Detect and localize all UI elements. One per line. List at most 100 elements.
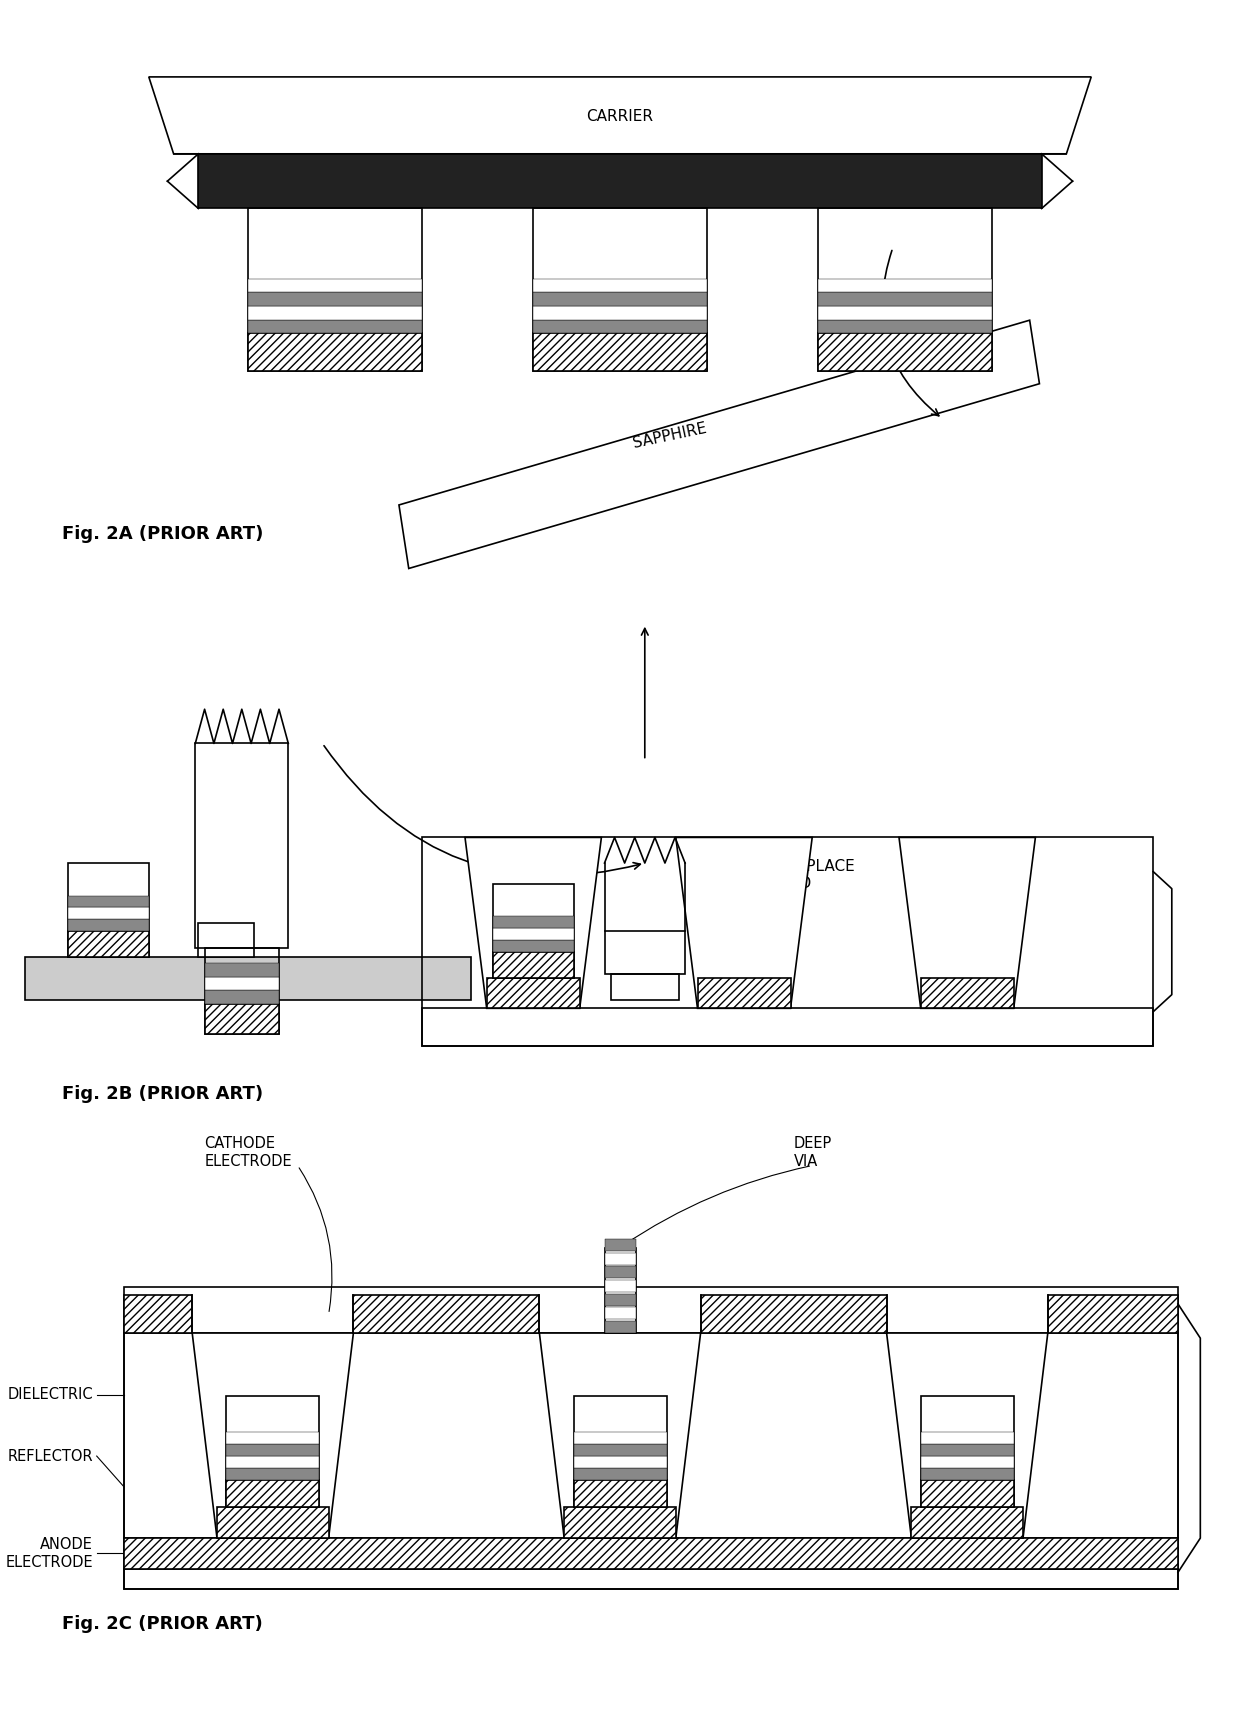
Bar xyxy=(248,333,422,371)
Bar xyxy=(533,292,707,306)
Bar xyxy=(198,154,1042,208)
Bar xyxy=(226,1432,320,1444)
Bar xyxy=(248,292,422,306)
Bar xyxy=(226,1396,320,1507)
Bar xyxy=(605,1266,635,1278)
Bar xyxy=(605,1321,635,1333)
Bar xyxy=(605,1239,635,1251)
Bar xyxy=(196,743,288,948)
Bar xyxy=(226,1480,320,1507)
Bar xyxy=(226,1456,320,1468)
Polygon shape xyxy=(149,77,1091,154)
Bar xyxy=(818,333,992,371)
Text: ADHESIVE: ADHESIVE xyxy=(582,174,658,188)
Polygon shape xyxy=(887,1333,1048,1538)
Text: CATHODE
ELECTRODE: CATHODE ELECTRODE xyxy=(205,1136,293,1169)
Text: DEEP
VIA: DEEP VIA xyxy=(794,1136,832,1169)
Bar xyxy=(533,279,707,292)
Bar xyxy=(74,923,130,957)
Bar xyxy=(205,990,279,1003)
Polygon shape xyxy=(465,837,601,1008)
Polygon shape xyxy=(676,837,812,1008)
Text: Fig. 2A (PRIOR ART): Fig. 2A (PRIOR ART) xyxy=(62,525,263,543)
Bar xyxy=(248,208,422,371)
Bar xyxy=(248,306,422,320)
Bar xyxy=(920,978,1014,1008)
Bar xyxy=(68,863,149,957)
Text: REFLECTOR: REFLECTOR xyxy=(7,1449,93,1463)
Bar xyxy=(573,1396,667,1507)
Bar xyxy=(198,923,254,957)
Bar xyxy=(124,1287,1178,1589)
Text: SAPPHIRE: SAPPHIRE xyxy=(631,420,708,451)
Bar xyxy=(533,306,707,320)
Bar xyxy=(818,292,992,306)
Bar xyxy=(205,976,279,990)
Bar xyxy=(205,962,279,976)
Bar xyxy=(564,1507,676,1538)
Bar xyxy=(605,1307,635,1319)
Polygon shape xyxy=(539,1333,701,1538)
Bar xyxy=(68,896,149,907)
Bar xyxy=(911,1507,1023,1538)
Bar xyxy=(611,974,680,1000)
Polygon shape xyxy=(399,320,1039,569)
Text: ANODE
ELECTRODE: ANODE ELECTRODE xyxy=(5,1538,93,1569)
Bar xyxy=(124,1569,1178,1589)
Bar xyxy=(353,1295,539,1333)
Text: Fig. 2B (PRIOR ART): Fig. 2B (PRIOR ART) xyxy=(62,1085,263,1104)
Bar xyxy=(920,1468,1014,1480)
Bar xyxy=(573,1432,667,1444)
Bar xyxy=(248,279,422,292)
Bar xyxy=(68,931,149,957)
Bar xyxy=(920,1456,1014,1468)
Bar xyxy=(486,978,580,1008)
Bar xyxy=(492,952,573,978)
Bar xyxy=(1048,1295,1178,1333)
Bar xyxy=(205,1003,279,1034)
Bar xyxy=(492,940,573,952)
Bar xyxy=(920,1432,1014,1444)
Bar xyxy=(573,1480,667,1507)
Bar xyxy=(818,320,992,333)
Bar xyxy=(124,1538,1178,1569)
Polygon shape xyxy=(899,837,1035,1008)
Bar xyxy=(226,1468,320,1480)
Bar xyxy=(818,306,992,320)
Polygon shape xyxy=(25,957,471,1000)
Bar xyxy=(533,333,707,371)
Text: CARRIER: CARRIER xyxy=(587,109,653,123)
Bar xyxy=(701,1295,887,1333)
Bar xyxy=(492,884,573,978)
Text: PICK-PLACE
HEAD: PICK-PLACE HEAD xyxy=(769,860,856,890)
Text: DIELECTRIC: DIELECTRIC xyxy=(7,1388,93,1401)
Bar xyxy=(422,1008,1153,1046)
Polygon shape xyxy=(192,1333,353,1538)
Bar xyxy=(124,1295,192,1333)
Bar xyxy=(697,978,791,1008)
Bar xyxy=(217,1507,329,1538)
Bar xyxy=(920,1480,1014,1507)
Bar xyxy=(818,279,992,292)
Bar xyxy=(124,1333,1178,1538)
Bar xyxy=(818,208,992,371)
Bar xyxy=(605,1248,635,1333)
Bar xyxy=(248,320,422,333)
Bar xyxy=(422,837,1153,1046)
Bar xyxy=(226,1444,320,1456)
Bar xyxy=(573,1456,667,1468)
Bar xyxy=(533,208,707,371)
Bar xyxy=(533,320,707,333)
Text: Fig. 2C (PRIOR ART): Fig. 2C (PRIOR ART) xyxy=(62,1615,263,1634)
Bar xyxy=(573,1444,667,1456)
Bar xyxy=(605,1294,635,1306)
Bar xyxy=(573,1468,667,1480)
Bar xyxy=(920,1444,1014,1456)
Bar xyxy=(205,948,279,1034)
Bar xyxy=(492,916,573,928)
Bar xyxy=(68,919,149,931)
Bar xyxy=(605,931,684,974)
Bar xyxy=(605,1253,635,1265)
Bar xyxy=(920,1396,1014,1507)
Bar xyxy=(492,928,573,940)
